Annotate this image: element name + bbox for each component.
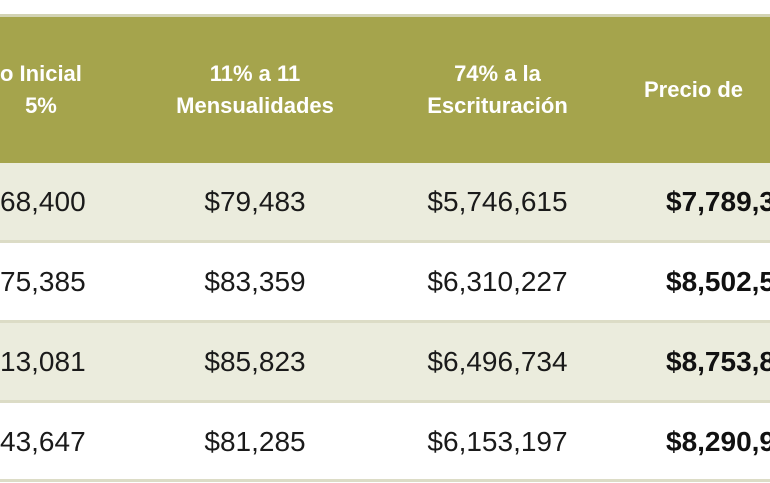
table-row: 43,647 $81,285 $6,153,197 $8,290,9 <box>0 403 770 480</box>
cell-monthly: $79,483 <box>204 185 306 217</box>
cell-price: $7,789,3 <box>666 185 770 217</box>
cell-price: $8,753,8 <box>666 345 770 377</box>
cell-down-payment: 68,400 <box>0 185 86 217</box>
header-down-payment-line2: 5% <box>25 93 57 118</box>
header-deed-line1: 74% a la <box>454 61 541 86</box>
cell-deed: $5,746,615 <box>427 185 568 217</box>
table-header-row: o Inicial 5% 11% a 11 Mensualidades 74% … <box>0 17 770 163</box>
cell-monthly: $83,359 <box>204 265 306 297</box>
row-divider <box>0 479 770 482</box>
header-monthly-line2: Mensualidades <box>176 93 334 118</box>
header-down-payment-line1: o Inicial <box>0 61 82 86</box>
cell-monthly: $85,823 <box>204 345 306 377</box>
table-row: 13,081 $85,823 $6,496,734 $8,753,8 <box>0 323 770 400</box>
header-price-line1: Precio de <box>644 77 744 102</box>
header-monthly-payments: 11% a 11 Mensualidades <box>140 17 370 163</box>
cell-down-payment: 13,081 <box>0 345 86 377</box>
cell-price: $8,290,9 <box>666 425 770 457</box>
header-deed-line2: Escrituración <box>427 93 568 118</box>
cell-monthly: $81,285 <box>204 425 306 457</box>
cell-down-payment: 43,647 <box>0 425 86 457</box>
row-divider <box>0 400 770 403</box>
table-row: 68,400 $79,483 $5,746,615 $7,789,3 <box>0 163 770 240</box>
cell-deed: $6,310,227 <box>427 265 568 297</box>
table-row: 75,385 $83,359 $6,310,227 $8,502,5 <box>0 243 770 320</box>
header-deed-payment: 74% a la Escrituración <box>390 17 605 163</box>
row-divider <box>0 240 770 243</box>
cell-down-payment: 75,385 <box>0 265 86 297</box>
cell-price: $8,502,5 <box>666 265 770 297</box>
table-top-border <box>0 14 770 17</box>
cell-deed: $6,153,197 <box>427 425 568 457</box>
header-price: Precio de <box>644 17 770 163</box>
cell-deed: $6,496,734 <box>427 345 568 377</box>
row-divider <box>0 320 770 323</box>
header-monthly-line1: 11% a 11 <box>209 61 301 86</box>
header-down-payment: o Inicial 5% <box>0 17 90 163</box>
